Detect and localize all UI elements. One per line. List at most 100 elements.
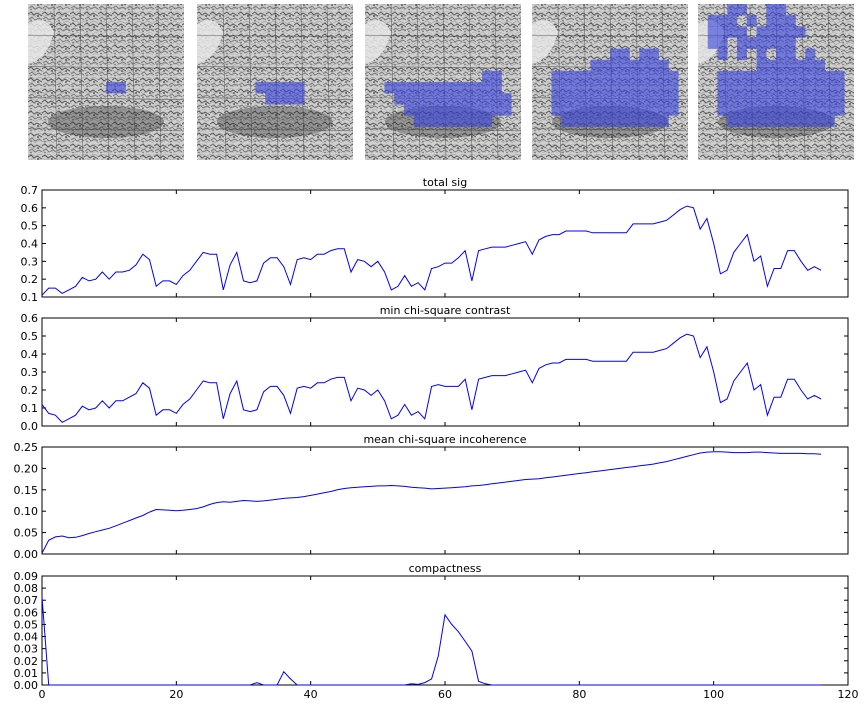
region-cell — [571, 93, 582, 105]
region-cell — [619, 70, 630, 83]
region-cell — [785, 115, 796, 127]
chart-panel-4: compactness0.000.010.020.030.040.050.060… — [14, 562, 859, 701]
region-cell — [629, 104, 640, 116]
region-cell — [619, 48, 630, 61]
road-line — [196, 128, 354, 132]
region-cell — [551, 93, 562, 105]
y-tick-label: 0.08 — [14, 582, 39, 595]
region-cell — [815, 104, 826, 116]
x-tick-label: 100 — [703, 688, 724, 701]
region-cell — [639, 82, 650, 94]
region-cell — [834, 70, 845, 83]
x-tick-label: 80 — [572, 688, 586, 701]
region-cell — [815, 93, 826, 105]
road-line — [326, 3, 331, 161]
region-cell — [580, 82, 591, 94]
region-cell — [815, 115, 826, 127]
y-tick-label: 0.5 — [21, 330, 39, 343]
y-tick-label: 0.0 — [21, 420, 39, 433]
region-cell — [619, 93, 630, 105]
x-tick-label: 0 — [39, 688, 46, 701]
region-cell — [649, 48, 660, 61]
x-tick-label: 40 — [304, 688, 318, 701]
region-cell — [551, 82, 562, 94]
region-cell — [639, 104, 650, 116]
region-cell — [805, 104, 816, 116]
region-cell — [472, 115, 483, 127]
region-cell — [776, 59, 787, 72]
y-tick-label: 0.6 — [21, 202, 39, 215]
y-tick-label: 0.2 — [21, 384, 39, 397]
region-cell — [294, 82, 305, 94]
region-cell — [668, 82, 679, 94]
y-tick-label: 0.05 — [14, 618, 39, 631]
region-cell — [501, 93, 512, 105]
region-cell — [737, 70, 748, 83]
region-cell — [727, 26, 738, 38]
region-cell — [413, 93, 424, 105]
road-line — [53, 3, 58, 161]
chart-stack: total sig 0.1 0.2 0.3 0.4 0.5 0.6 0.7 min chi-sq… — [14, 176, 859, 701]
region-cell — [746, 104, 757, 116]
region-cell — [795, 115, 806, 127]
region-cell — [600, 93, 611, 105]
region-cell — [766, 115, 777, 127]
region-cell — [766, 93, 777, 105]
region-cell — [639, 70, 650, 83]
region-cell — [452, 115, 463, 127]
region-cell — [561, 82, 572, 94]
series-line-1 — [41, 596, 822, 686]
region-cell — [452, 82, 463, 94]
region-cell — [610, 93, 621, 105]
region-cell — [404, 93, 415, 105]
y-tick-label: 0.15 — [14, 484, 39, 497]
region-cell — [658, 115, 669, 127]
region-cell — [746, 37, 757, 49]
chart-panel-1: total sig 0.1 0.2 0.3 0.4 0.5 0.6 0.7 — [21, 176, 849, 304]
region-cell — [482, 93, 493, 105]
region-cell — [619, 104, 630, 116]
region-cell — [629, 115, 640, 127]
road-line — [27, 66, 185, 69]
region-cell — [413, 115, 424, 127]
region-cell — [423, 115, 434, 127]
y-tick-label: 0.20 — [14, 462, 39, 475]
region-cell — [561, 115, 572, 127]
region-cell — [766, 70, 777, 83]
region-cell — [727, 115, 738, 127]
region-cell — [491, 70, 502, 83]
y-tick-label: 0.09 — [14, 570, 39, 583]
region-cell — [668, 93, 679, 105]
region-cell — [737, 48, 748, 61]
region-cell — [756, 115, 767, 127]
region-cell — [727, 15, 738, 27]
region-cell — [805, 115, 816, 127]
region-cell — [776, 48, 787, 61]
region-cell — [717, 93, 728, 105]
region-cell — [746, 115, 757, 127]
chart-title: min chi-square contrast — [380, 304, 511, 317]
region-cell — [658, 70, 669, 83]
y-tick-label: 0.3 — [21, 366, 39, 379]
region-cell — [717, 70, 728, 83]
y-tick-label: 0.06 — [14, 606, 39, 619]
y-tick-label: 0.03 — [14, 643, 39, 656]
thumbnail-step-5 — [697, 3, 855, 161]
road-line — [196, 34, 354, 38]
region-cell — [717, 37, 728, 49]
y-tick-label: 0.1 — [21, 291, 39, 304]
region-cell — [275, 82, 286, 94]
region-cell — [727, 82, 738, 94]
region-cell — [649, 59, 660, 72]
chart-title: total sig — [423, 176, 467, 189]
plot-frame — [41, 575, 849, 686]
region-cell — [580, 70, 591, 83]
y-tick-label: 0.10 — [14, 505, 39, 518]
region-cell — [776, 82, 787, 94]
road-line — [364, 128, 522, 132]
region-cell — [785, 48, 796, 61]
road-line — [157, 3, 162, 161]
region-cell — [482, 115, 493, 127]
region-cell — [649, 82, 660, 94]
y-tick-label: 0.5 — [21, 220, 39, 233]
